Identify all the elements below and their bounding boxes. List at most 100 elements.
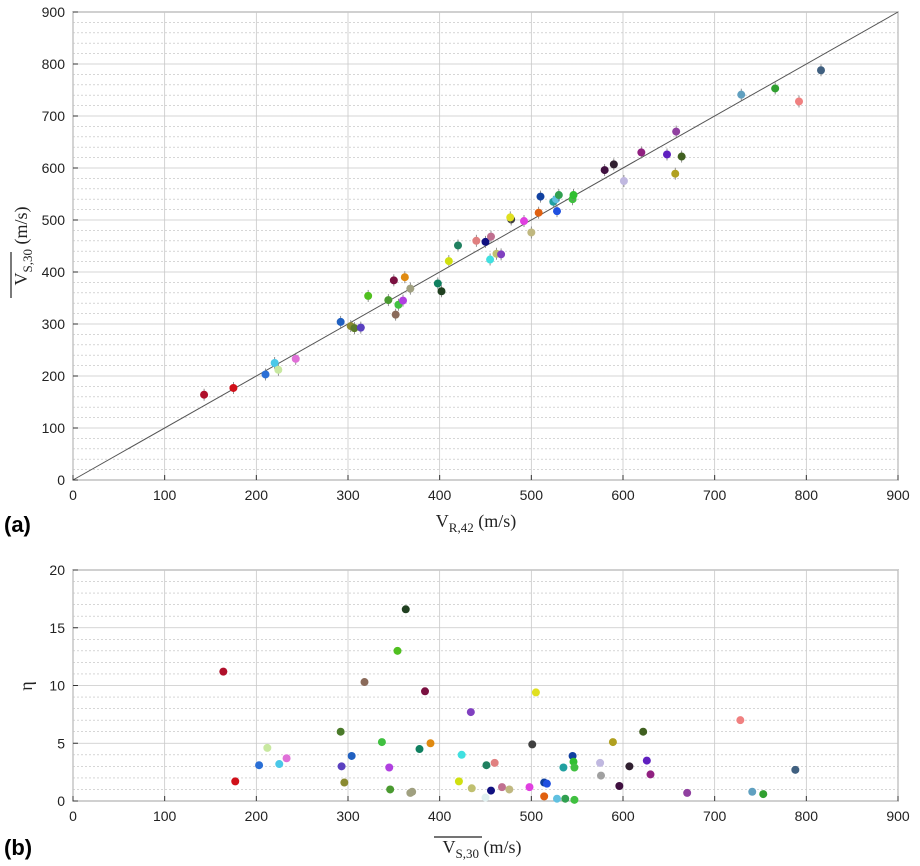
panel-a-data-point <box>554 191 563 200</box>
panel-b-data-point <box>377 738 386 747</box>
panel-b-data-point <box>498 783 506 792</box>
panel-b-data-point <box>525 783 534 792</box>
panel-b-data-point <box>553 794 561 803</box>
panel-b-data-point <box>748 787 757 796</box>
panel-b-y-tick-label: 5 <box>57 735 65 751</box>
panel-b-x-ticks: 0 100 200 300 400 500 600 700 800 900 <box>69 796 910 824</box>
panel-a-points <box>200 64 825 401</box>
panel-b-x-label-text: VS,30 (m/s) <box>443 837 522 861</box>
panel-b-data-point <box>386 785 395 794</box>
panel-a-grid <box>72 11 899 481</box>
panel-b-data-point <box>408 787 417 796</box>
panel-b-data-point <box>415 745 424 754</box>
panel-a-x-tick-label: 100 <box>153 487 177 503</box>
panel-a-data-point <box>619 177 628 185</box>
panel-a-data-point <box>399 296 407 305</box>
panel-b-data-point <box>231 777 240 786</box>
panel-b-x-tick-label: 900 <box>886 808 910 824</box>
panel-b-x-tick-label: 300 <box>336 808 360 824</box>
panel-a-data-point <box>671 169 680 178</box>
panel-a-data-point <box>391 310 400 319</box>
panel-b-data-point <box>570 795 579 804</box>
panel-a-data-point <box>487 232 495 241</box>
panel-b-data-point <box>615 781 624 790</box>
panel-a-data-point <box>433 279 442 288</box>
panel-b-data-point <box>421 687 429 696</box>
panel-b-data-point <box>263 743 272 752</box>
panel-a-y-tick-label: 400 <box>42 264 66 280</box>
panel-a-data-point <box>389 276 398 285</box>
panel-a-data-point <box>737 90 746 99</box>
panel-b-data-point <box>531 688 540 697</box>
panel-b-x-tick-label: 600 <box>611 808 635 824</box>
panel-b-data-point <box>646 770 655 779</box>
panel-a-y-tick-label: 300 <box>42 316 66 332</box>
panel-a-data-point <box>637 148 646 157</box>
panel-a-data-point <box>677 152 686 161</box>
panel-b-data-point <box>528 740 537 749</box>
panel-b-data-point <box>255 761 264 770</box>
panel-a-data-point <box>534 208 543 217</box>
panel-b-data-point <box>385 763 394 772</box>
panel-a-data-point <box>553 207 561 216</box>
panel-a-y-tick-label: 600 <box>42 160 66 176</box>
panel-a-data-point <box>444 257 453 266</box>
panel-b-data-point <box>608 738 617 747</box>
panel-a-x-tick-label: 0 <box>69 487 77 503</box>
panel-b-data-point <box>642 756 651 765</box>
panel-a-y-ticks: 0 100 200 300 400 500 600 700 800 900 <box>42 4 78 488</box>
panel-b-y-tick-label: 10 <box>49 678 65 694</box>
panel-b-data-point <box>639 727 648 736</box>
panel-b-x-tick-label: 500 <box>520 808 544 824</box>
panel-b-data-point <box>457 750 466 759</box>
panel-b-y-tick-label: 20 <box>49 562 65 578</box>
panel-b-data-point <box>360 678 369 687</box>
panel-a-x-ticks: 0 100 200 300 400 500 600 700 800 900 <box>69 475 910 503</box>
panel-a-y-label: VS,30 (m/s) <box>10 207 35 298</box>
panel-a-data-point <box>400 273 409 282</box>
panel-a-data-point <box>406 284 415 293</box>
panel-a-data-point <box>200 390 209 399</box>
panel-b-data-point <box>347 751 356 760</box>
panel-b-tag: (b) <box>4 835 32 860</box>
panel-a-data-point <box>795 97 803 106</box>
panel-a-data-point <box>270 359 279 367</box>
panel-a-data-point <box>472 236 481 245</box>
panel-a-x-tick-label: 200 <box>245 487 269 503</box>
panel-b-data-point <box>791 765 800 774</box>
panel-b-data-point <box>683 788 692 797</box>
panel-a-data-point <box>569 191 578 200</box>
panel-a-data-point <box>364 291 373 300</box>
panel-b-x-tick-label: 100 <box>153 808 177 824</box>
panel-b-data-point <box>393 646 402 655</box>
panel-a-y-tick-label: 700 <box>42 108 66 124</box>
panel-b-data-point <box>736 716 745 725</box>
panel-a-x-label: VR,42 (m/s) <box>436 511 516 535</box>
panel-b-x-tick-label: 800 <box>795 808 819 824</box>
panel-b-data-point <box>559 763 568 772</box>
panel-b-data-point <box>481 793 490 802</box>
panel-b-data-point <box>336 727 345 736</box>
panel-b-data-point <box>540 792 549 801</box>
panel-a-data-point <box>506 213 515 222</box>
panel-a-data-point <box>486 255 495 264</box>
panel-b-data-point <box>570 763 579 772</box>
panel-a-x-tick-label: 700 <box>703 487 727 503</box>
panel-a-y-tick-label: 200 <box>42 368 66 384</box>
panel-a-data-point <box>817 66 825 75</box>
panel-a-data-point <box>527 228 536 237</box>
panel-b-data-point <box>596 758 605 767</box>
panel-a-tag: (a) <box>4 512 31 537</box>
panel-a-data-point <box>274 365 283 374</box>
panel-b-data-point <box>275 760 284 769</box>
panel-b-points <box>219 605 800 804</box>
panel-a-data-point <box>609 160 618 169</box>
panel-a-y-label-text: VS,30 (m/s) <box>11 207 35 286</box>
panel-a-data-point <box>497 250 506 259</box>
panel-b-y-tick-label: 0 <box>57 793 65 809</box>
panel-b-data-point <box>337 762 346 771</box>
panel-b-data-point <box>542 779 551 788</box>
panel-a-data-point <box>771 84 780 93</box>
panel-a-data-point <box>261 370 270 379</box>
panel-a-data-point <box>520 217 528 226</box>
